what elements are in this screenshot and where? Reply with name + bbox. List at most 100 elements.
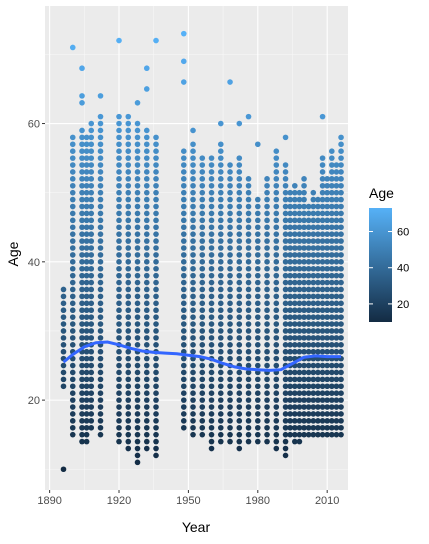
data-point (134, 182, 141, 189)
data-point (273, 348, 280, 355)
data-point (97, 321, 104, 327)
data-point (180, 390, 187, 397)
data-point (83, 238, 90, 244)
data-point (199, 424, 206, 431)
data-point (208, 162, 215, 168)
data-point (190, 286, 196, 293)
data-point (301, 217, 307, 224)
data-point (245, 272, 252, 279)
data-point (287, 342, 293, 348)
data-point (79, 224, 85, 231)
data-point (153, 176, 159, 182)
data-point (217, 300, 224, 307)
data-point (134, 196, 141, 203)
data-point (199, 411, 206, 417)
data-point (79, 231, 85, 237)
data-point (125, 148, 132, 154)
data-point (319, 113, 326, 120)
data-point (180, 217, 187, 224)
data-point (254, 328, 261, 334)
data-point (88, 383, 95, 390)
data-point (143, 431, 150, 438)
data-point (329, 169, 335, 175)
data-point (319, 376, 326, 383)
data-point (315, 272, 321, 279)
data-point (208, 217, 215, 224)
data-point (273, 328, 280, 334)
data-point (287, 238, 293, 244)
data-point (310, 321, 317, 327)
data-point (315, 238, 321, 244)
data-point (301, 321, 307, 327)
data-point (282, 383, 289, 390)
data-point (180, 155, 187, 161)
data-point (319, 155, 326, 161)
data-point (153, 452, 159, 459)
data-point (190, 342, 196, 348)
data-point (338, 397, 344, 403)
data-point (296, 411, 303, 417)
data-point (264, 231, 270, 237)
data-point (245, 307, 252, 314)
data-point (305, 279, 312, 286)
data-point (273, 279, 280, 286)
data-point (273, 307, 280, 314)
data-point (282, 438, 289, 445)
data-point (199, 176, 206, 182)
data-point (273, 148, 280, 154)
data-point (134, 397, 141, 403)
data-point (143, 286, 150, 293)
data-point (69, 245, 76, 251)
data-point (83, 141, 90, 148)
data-point (88, 362, 95, 369)
data-point (97, 369, 104, 376)
data-point (315, 424, 321, 431)
data-point (333, 196, 340, 203)
data-point (245, 369, 252, 376)
data-point (264, 176, 270, 182)
data-point (208, 203, 215, 210)
data-point (116, 418, 122, 424)
data-point (329, 182, 335, 189)
data-point (217, 314, 224, 320)
data-point (264, 314, 270, 320)
data-point (190, 424, 196, 431)
data-point (282, 210, 289, 217)
data-point (180, 355, 187, 362)
data-point (153, 314, 159, 320)
data-point (324, 279, 330, 286)
data-point (338, 169, 344, 175)
data-point (153, 182, 159, 189)
data-point (79, 148, 85, 154)
data-point (208, 431, 215, 438)
data-point (315, 231, 321, 237)
data-point (329, 245, 335, 251)
data-point (153, 210, 159, 217)
data-point (69, 314, 76, 320)
data-point (273, 169, 280, 175)
data-point (69, 203, 76, 210)
data-point (245, 293, 252, 300)
legend-tick-label: 40 (397, 263, 409, 275)
data-point (315, 418, 321, 424)
data-point (83, 259, 90, 265)
data-point (329, 424, 335, 431)
legend-ticks: 20 40 60 (369, 227, 409, 311)
data-point (282, 279, 289, 286)
data-point (329, 328, 335, 334)
data-point (134, 120, 141, 127)
data-point (324, 196, 330, 203)
data-point (301, 252, 307, 258)
data-point (190, 321, 196, 327)
data-point (245, 397, 252, 403)
data-point (97, 134, 104, 141)
data-point (315, 348, 321, 355)
data-point (292, 376, 298, 383)
data-point (199, 238, 206, 244)
data-point (180, 335, 187, 341)
data-point (254, 397, 261, 403)
data-point (116, 155, 122, 161)
data-point (217, 390, 224, 397)
data-point (227, 411, 233, 417)
data-point (305, 307, 312, 314)
